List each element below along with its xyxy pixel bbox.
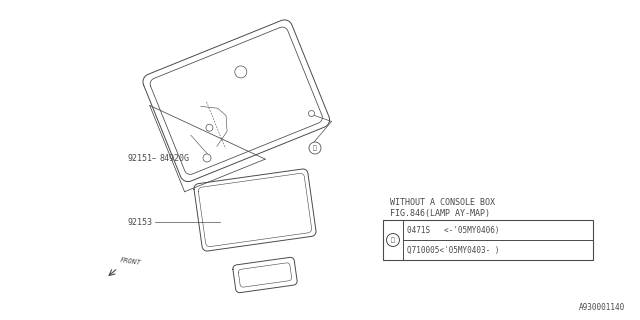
- Text: 0471S   <-'05MY0406): 0471S <-'05MY0406): [407, 226, 499, 235]
- Circle shape: [309, 142, 321, 154]
- Circle shape: [308, 110, 314, 116]
- Text: 92153: 92153: [128, 218, 153, 227]
- Circle shape: [387, 234, 399, 246]
- Polygon shape: [143, 20, 330, 181]
- Text: A930001140: A930001140: [579, 303, 625, 312]
- Text: FIG.846(LAMP AY-MAP): FIG.846(LAMP AY-MAP): [390, 209, 490, 218]
- Circle shape: [235, 66, 247, 78]
- Text: 92151: 92151: [128, 154, 153, 163]
- Polygon shape: [233, 257, 297, 293]
- Text: Q710005<'05MY0403- ): Q710005<'05MY0403- ): [407, 245, 499, 254]
- Circle shape: [206, 124, 213, 131]
- Bar: [383, 220, 593, 260]
- Text: ①: ①: [313, 146, 317, 151]
- Text: ①: ①: [391, 238, 395, 243]
- Text: 84920G: 84920G: [160, 154, 190, 163]
- Text: FRONT: FRONT: [120, 257, 142, 266]
- Polygon shape: [150, 27, 323, 174]
- Circle shape: [203, 154, 211, 162]
- Text: WITHOUT A CONSOLE BOX: WITHOUT A CONSOLE BOX: [390, 198, 495, 207]
- Polygon shape: [194, 169, 316, 251]
